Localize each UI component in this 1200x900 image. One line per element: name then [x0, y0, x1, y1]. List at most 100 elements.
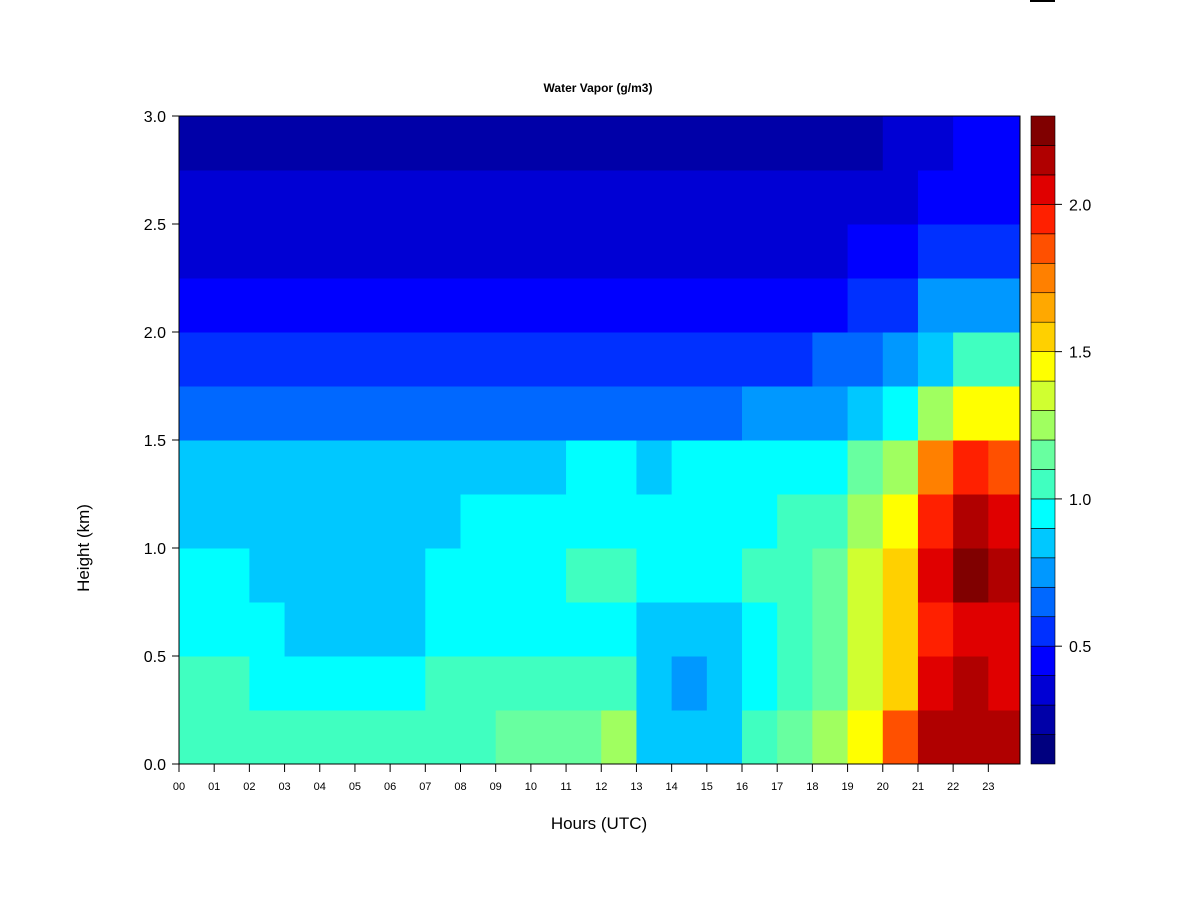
heatmap-cell: [390, 386, 426, 441]
heatmap-cell: [319, 116, 356, 171]
heatmap-cell: [988, 710, 1021, 765]
heatmap-cell: [953, 332, 989, 387]
colorbar-swatch: [1030, 204, 1056, 235]
heatmap-cell: [425, 224, 462, 279]
heatmap-cell: [706, 602, 743, 657]
heatmap-cell: [777, 548, 813, 603]
heatmap-cell: [214, 710, 250, 765]
heatmap-cell: [425, 116, 462, 171]
heatmap-cell: [179, 710, 215, 765]
heatmap-cell: [601, 170, 637, 225]
heatmap-cell: [812, 332, 849, 387]
heatmap-cell: [742, 548, 778, 603]
heatmap-cell: [390, 116, 426, 171]
heatmap-cell: [671, 494, 708, 549]
heatmap-cell: [601, 494, 637, 549]
y-tick-label: 2.5: [144, 217, 166, 234]
heatmap-cell: [495, 278, 532, 333]
colorbar-swatch: [1030, 321, 1056, 352]
heatmap-cell: [425, 710, 462, 765]
heatmap-cell: [706, 494, 743, 549]
heatmap-cell: [988, 440, 1021, 495]
heatmap-cell: [953, 116, 989, 171]
heatmap-cell: [354, 602, 391, 657]
heatmap-cell: [917, 116, 954, 171]
heatmap-cell: [812, 116, 849, 171]
heatmap-cell: [179, 278, 215, 333]
heatmap-cell: [530, 602, 567, 657]
heatmap-cell: [425, 656, 462, 711]
heatmap-cell: [812, 548, 849, 603]
colorbar-swatch: [1030, 645, 1056, 676]
heatmap-cell: [706, 116, 743, 171]
heatmap-cell: [284, 386, 321, 441]
heatmap-cell: [460, 386, 497, 441]
colorbar-swatch: [1030, 380, 1056, 411]
x-tick-label: 07: [419, 781, 431, 793]
heatmap-cell: [249, 332, 286, 387]
colorbar-tick-label: 1.5: [1069, 345, 1091, 362]
heatmap-cell: [249, 602, 286, 657]
heatmap-cell: [988, 332, 1021, 387]
heatmap-cell: [988, 386, 1021, 441]
heatmap-cell: [179, 332, 215, 387]
heatmap-cell: [742, 116, 778, 171]
heatmap-cell: [706, 656, 743, 711]
heatmap-cell: [390, 548, 426, 603]
corner-mark: [1030, 0, 1055, 2]
heatmap-cell: [988, 602, 1021, 657]
heatmap-cell: [495, 656, 532, 711]
heatmap-cell: [953, 656, 989, 711]
heatmap-cell: [917, 386, 954, 441]
heatmap-cell: [566, 170, 602, 225]
heatmap-cell: [636, 656, 673, 711]
heatmap-cell: [566, 278, 602, 333]
heatmap-cell: [354, 548, 391, 603]
heatmap-cell: [214, 116, 250, 171]
heatmap-cell: [706, 386, 743, 441]
heatmap-cell: [214, 656, 250, 711]
heatmap-cell: [390, 656, 426, 711]
heatmap-cell: [179, 224, 215, 279]
heatmap-cell: [319, 602, 356, 657]
heatmap-cell: [636, 332, 673, 387]
heatmap-cell: [566, 494, 602, 549]
colorbar-swatch: [1030, 557, 1056, 588]
heatmap-cell: [812, 656, 849, 711]
heatmap-cell: [425, 170, 462, 225]
heatmap-cell: [812, 440, 849, 495]
x-tick-label: 13: [630, 781, 642, 793]
y-tick-label: 0.5: [144, 649, 166, 666]
heatmap-cell: [530, 494, 567, 549]
heatmap-cell: [460, 548, 497, 603]
heatmap-cell: [953, 170, 989, 225]
heatmap-cell: [671, 602, 708, 657]
colorbar-swatch: [1030, 410, 1056, 441]
heatmap-cell: [214, 602, 250, 657]
x-tick-label: 16: [736, 781, 748, 793]
heatmap-cell: [460, 602, 497, 657]
heatmap-cell: [319, 386, 356, 441]
heatmap-cell: [354, 224, 391, 279]
x-tick-label: 22: [947, 781, 959, 793]
heatmap-cell: [214, 548, 250, 603]
heatmap-cell: [847, 386, 884, 441]
x-tick-label: 20: [877, 781, 889, 793]
heatmap-cell: [319, 494, 356, 549]
heatmap-cell: [601, 278, 637, 333]
heatmap-cell: [777, 710, 813, 765]
heatmap-cell: [601, 710, 637, 765]
heatmap-cell: [530, 332, 567, 387]
heatmap-cell: [706, 332, 743, 387]
heatmap-cell: [988, 548, 1021, 603]
heatmap-cell: [777, 116, 813, 171]
heatmap-cell: [953, 710, 989, 765]
heatmap-cell: [425, 332, 462, 387]
heatmap-cell: [988, 656, 1021, 711]
heatmap-cell: [777, 494, 813, 549]
heatmap-cell: [214, 332, 250, 387]
heatmap-cell: [354, 278, 391, 333]
heatmap-cell: [179, 440, 215, 495]
heatmap-cell: [495, 440, 532, 495]
